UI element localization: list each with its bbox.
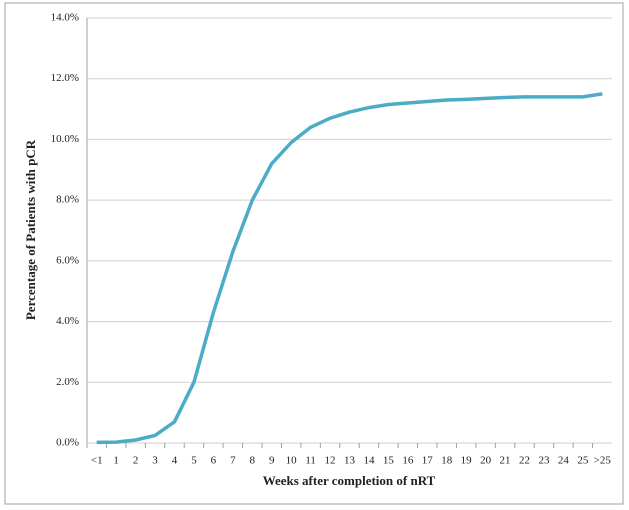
y-tick-label: 6.0% (56, 254, 79, 266)
x-tick-label: 15 (383, 455, 395, 467)
x-tick-label: 9 (269, 455, 275, 467)
x-tick-label: 18 (441, 455, 453, 467)
x-tick-label: >25 (594, 455, 612, 467)
y-tick-label: 10.0% (51, 133, 79, 145)
y-tick-label: 0.0% (56, 437, 79, 449)
x-tick-label: 17 (422, 455, 434, 467)
x-tick-label: 1 (113, 455, 119, 467)
x-tick-label: 13 (344, 455, 356, 467)
y-axis-title: Percentage of Patients with pCR (23, 139, 38, 320)
x-tick-label: 2 (133, 455, 139, 467)
x-tick-label: 24 (558, 455, 570, 467)
x-tick-label: 19 (461, 455, 473, 467)
y-tick-label: 4.0% (56, 315, 79, 327)
x-tick-label: 20 (480, 455, 492, 467)
x-tick-label: 21 (500, 455, 511, 467)
x-tick-label: 25 (577, 455, 589, 467)
x-tick-label: 16 (402, 455, 414, 467)
x-tick-label: 8 (250, 455, 256, 467)
x-tick-label: 23 (538, 455, 550, 467)
x-tick-label: 10 (286, 455, 298, 467)
data-line (96, 92, 603, 445)
x-tick-label: 4 (172, 455, 178, 467)
y-tick-label: 12.0% (51, 72, 79, 84)
x-tick-label: 12 (325, 455, 336, 467)
x-axis-title: Weeks after completion of nRT (263, 473, 436, 488)
x-tick-label: 22 (519, 455, 530, 467)
x-tick-label: 6 (211, 455, 217, 467)
chart-frame (4, 2, 624, 505)
x-tick-label: 11 (305, 455, 316, 467)
y-tick-label: 2.0% (56, 376, 79, 388)
x-tick-label: 5 (191, 455, 197, 467)
x-tick-label: 3 (152, 455, 158, 467)
x-tick-label: <1 (91, 455, 103, 467)
x-tick-label: 7 (230, 455, 236, 467)
y-tick-label: 14.0% (51, 12, 79, 24)
y-tick-label: 8.0% (56, 194, 79, 206)
x-tick-label: 14 (363, 455, 375, 467)
